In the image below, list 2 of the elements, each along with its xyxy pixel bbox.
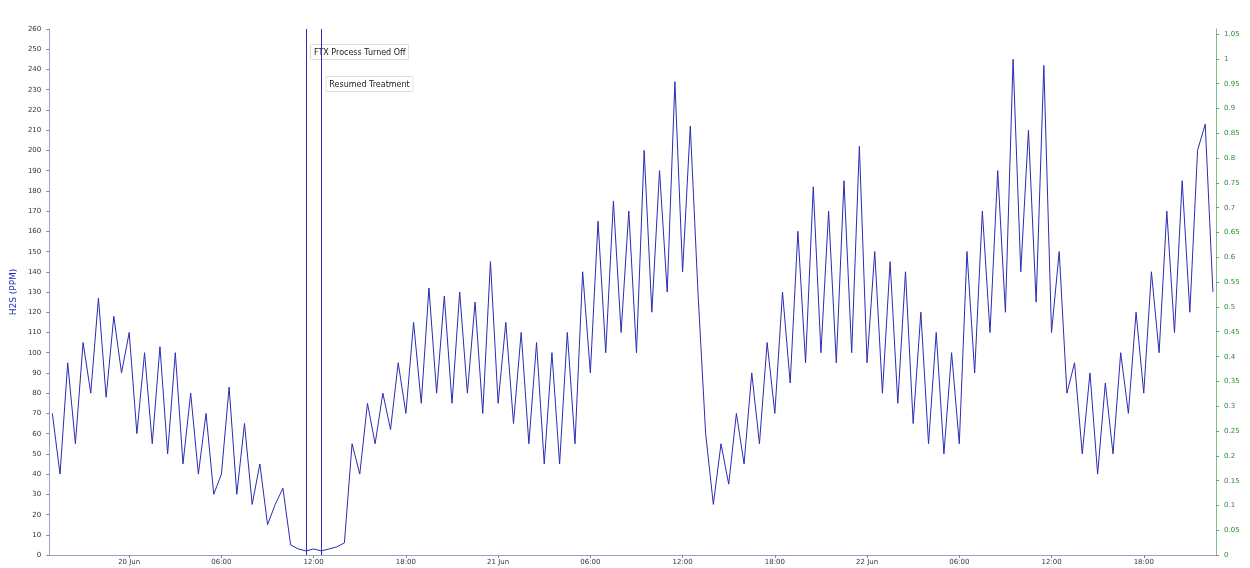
y-axis-title: H2S (PPM) (7, 268, 18, 316)
ref-line-label: Resumed Treatment (329, 79, 410, 89)
